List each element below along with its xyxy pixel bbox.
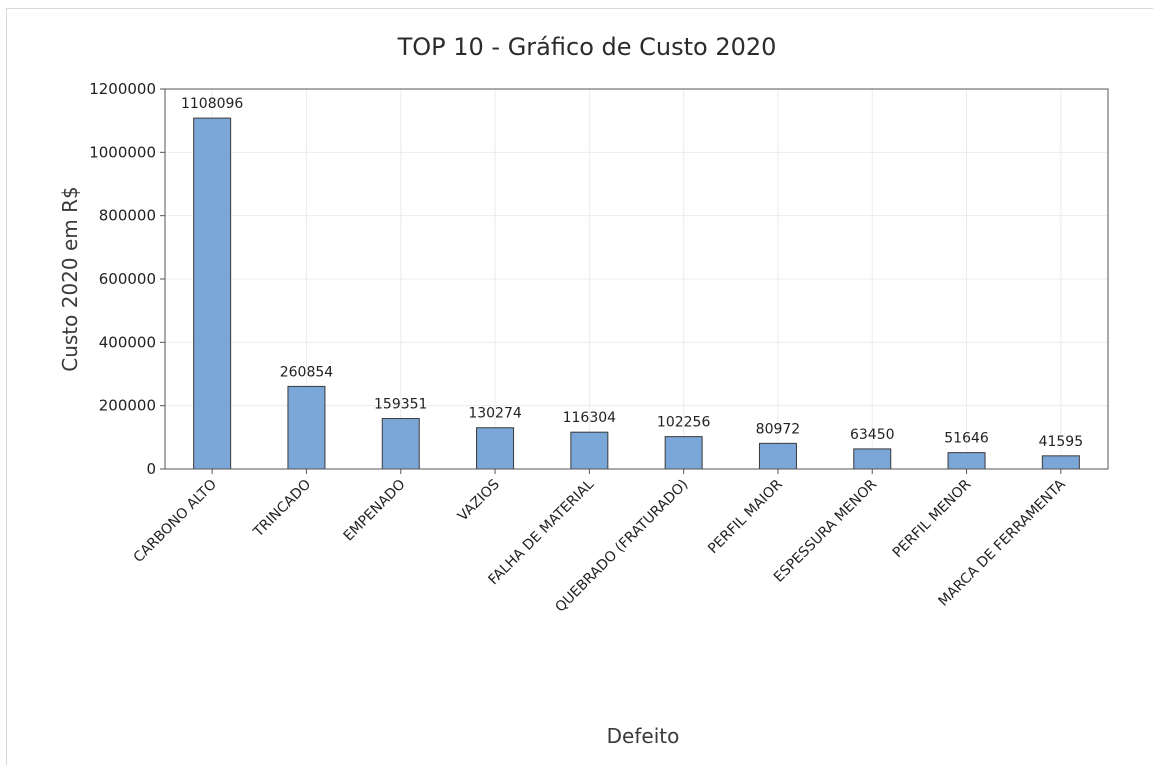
bar <box>193 117 232 470</box>
cost-bar-chart: TOP 10 - Gráfico de Custo 2020 Custo 202… <box>58 33 1109 748</box>
data-label: 260854 <box>280 364 334 380</box>
x-tick-label: EMPENADO <box>341 477 409 545</box>
chart-frame: TOP 10 - Gráfico de Custo 2020 Custo 202… <box>6 8 1153 765</box>
x-axis-ticks: CARBONO ALTO TRINCADO EMPENADO VAZIOSFALHA … <box>131 469 1069 616</box>
y-tick-label: 0 <box>146 460 156 478</box>
x-axis-title: Defeito <box>607 724 680 748</box>
data-label: 102256 <box>657 415 711 431</box>
x-tick-label: ESPESSURA MENOR <box>771 476 880 585</box>
y-axis-ticks: 0 200000 400000 600000 800000 1000000 1200000 <box>89 80 165 478</box>
y-tick-label: 800000 <box>99 207 156 225</box>
bar <box>853 448 892 470</box>
bar <box>947 452 986 470</box>
bar <box>381 418 420 470</box>
x-tick-label: CARBONO ALTO <box>131 477 220 566</box>
data-label: 51646 <box>944 431 989 447</box>
x-tick-label: PERFIL MENOR <box>890 476 975 561</box>
plot-area <box>164 88 1109 470</box>
bar <box>758 442 797 470</box>
bar <box>570 431 609 470</box>
data-label: 116304 <box>563 410 617 426</box>
y-axis-title: Custo 2020 em R$ <box>58 186 82 372</box>
bar <box>1041 455 1080 470</box>
data-label: 41595 <box>1039 434 1084 450</box>
y-tick-label: 1200000 <box>89 80 156 98</box>
y-tick-label: 600000 <box>99 270 156 288</box>
x-tick-label: PERFIL MAIOR <box>705 476 786 557</box>
bars <box>193 117 1080 470</box>
data-label: 1108096 <box>181 96 243 112</box>
x-tick-label: TRINCADO <box>250 477 314 541</box>
y-tick-label: 200000 <box>99 397 156 415</box>
x-tick-label: FALHA DE MATERIAL <box>485 476 597 588</box>
data-label: 63450 <box>850 427 895 443</box>
y-tick-label: 400000 <box>99 333 156 351</box>
data-label: 159351 <box>374 397 427 413</box>
y-tick-label: 1000000 <box>89 143 156 161</box>
chart-title: TOP 10 - Gráfico de Custo 2020 <box>397 33 777 61</box>
bar <box>287 385 326 470</box>
bar <box>664 436 703 470</box>
bar <box>476 427 515 470</box>
data-label: 130274 <box>468 406 522 422</box>
data-label: 80972 <box>756 421 801 437</box>
x-tick-label: VAZIOS <box>455 476 503 524</box>
data-labels: 1108096 260854 159351 130274 116304 102256 809… <box>181 96 1083 450</box>
